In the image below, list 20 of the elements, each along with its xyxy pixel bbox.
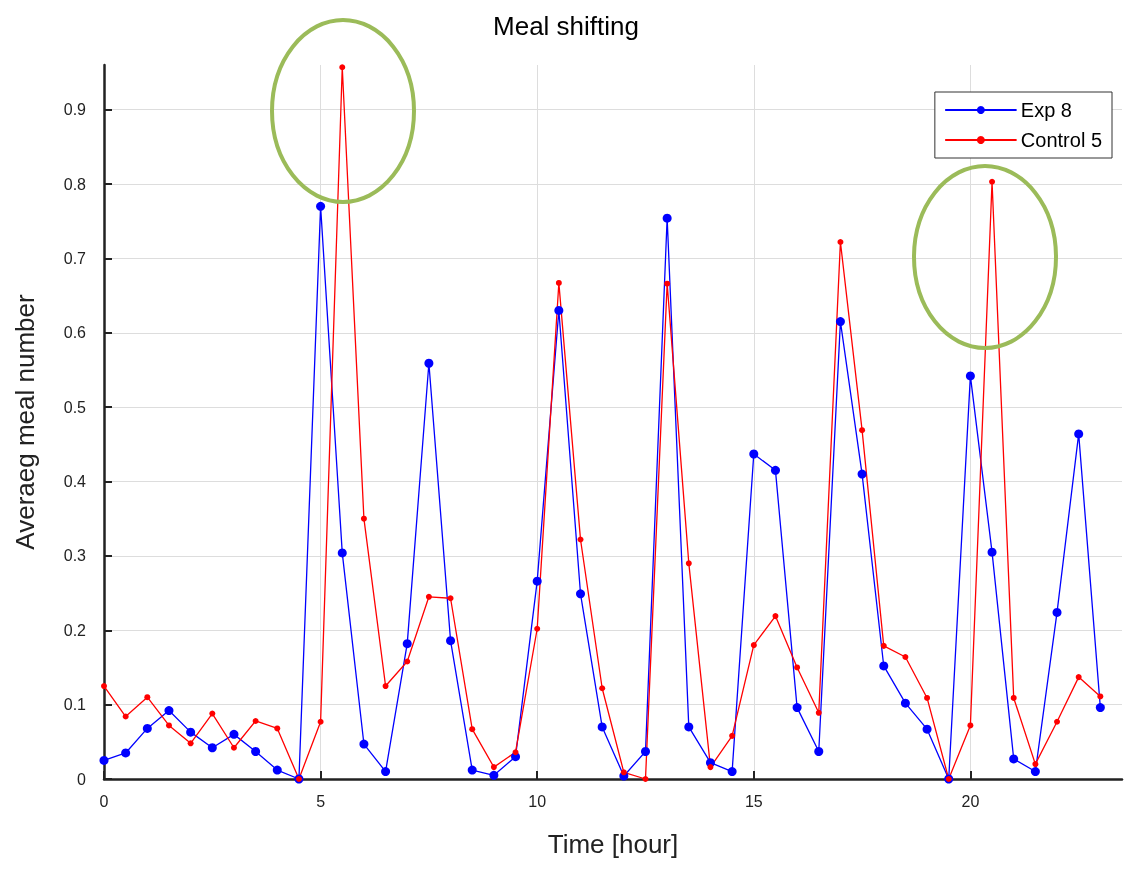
x-tick-label: 5	[316, 792, 326, 810]
legend-label: Control 5	[1020, 129, 1102, 151]
x-axis-title: Time [hour]	[547, 829, 679, 859]
y-tick-label: 0.6	[63, 324, 87, 342]
x-tick-label: 20	[961, 792, 980, 810]
y-tick-label: 0.2	[63, 621, 87, 639]
x-tick-label: 15	[744, 792, 763, 810]
y-tick-label: 0.1	[63, 696, 87, 714]
y-tick-label: 0	[77, 770, 87, 788]
chart-title: Meal shifting	[493, 11, 639, 41]
y-tick-label: 0.3	[63, 547, 87, 565]
x-tick-label: 0	[99, 792, 109, 810]
y-tick-label: 0.7	[63, 249, 87, 267]
y-axis-title: Averaeg meal number	[10, 293, 40, 550]
y-tick-label: 0.4	[63, 473, 87, 490]
y-tick-label: 0.9	[63, 101, 87, 119]
y-tick-label: 0.5	[63, 398, 87, 416]
legend-label: Exp 8	[1020, 99, 1072, 121]
y-tick-label: 0.8	[63, 175, 87, 193]
x-tick-label: 10	[528, 792, 547, 810]
